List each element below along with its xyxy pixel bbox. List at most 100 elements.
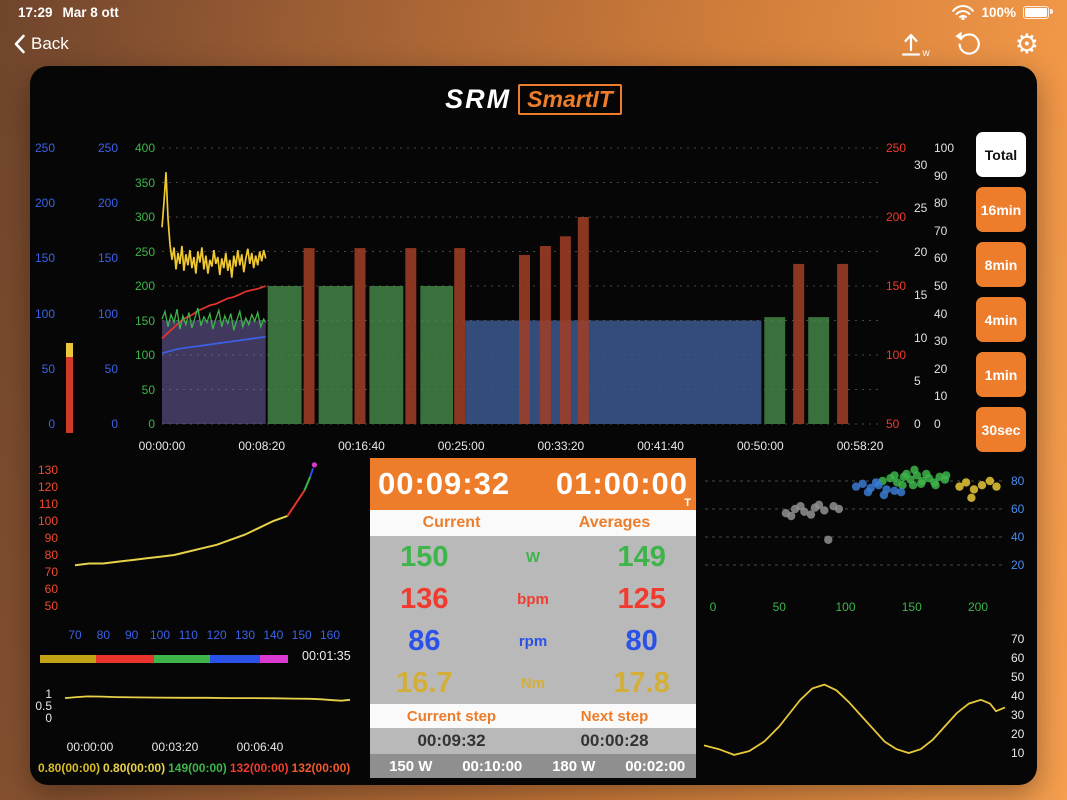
- hr-axis-tick: 100: [37, 514, 58, 528]
- interval-button-1min[interactable]: 1min: [976, 352, 1026, 397]
- workout-x-label: 00:58:20: [836, 439, 884, 453]
- interval-button-30sec[interactable]: 30sec: [976, 407, 1026, 452]
- metric-current-rpm: 86: [408, 624, 441, 657]
- back-chevron-icon: [14, 34, 25, 54]
- status-bar: 17:29 Mar 8 ott 100%: [0, 0, 1067, 24]
- workout-x-label: 00:25:00: [437, 439, 485, 453]
- steps-header: Current step Next step: [370, 704, 696, 728]
- scatter-y-tick: 20: [1011, 558, 1025, 572]
- interval-button-8min[interactable]: 8min: [976, 242, 1026, 287]
- refresh-icon[interactable]: [955, 30, 983, 58]
- ratio-x-label: 00:06:40: [236, 740, 284, 754]
- ratio-axis-tick: 0.5: [35, 699, 52, 713]
- scatter-x-tick: 50: [772, 600, 786, 614]
- wave-y-tick: 60: [1011, 651, 1025, 665]
- app-logo: SRM SmartIT: [30, 84, 1037, 115]
- step-times: 00:09:32 00:00:28: [370, 728, 696, 754]
- main-panel: SRM SmartIT Total 16min 8min 4min 1min 30sec …: [30, 66, 1037, 785]
- axis-tick-power_green: 300: [134, 210, 155, 224]
- hr-axis-tick: 50: [44, 599, 58, 613]
- axis-tick-hr_red: 100: [886, 348, 907, 362]
- hr-axis-tick: 90: [44, 531, 58, 545]
- power-axis-tick: 160: [319, 628, 340, 642]
- axis-tick-power_blue_inner: 0: [111, 417, 118, 431]
- hr-axis-tick: 120: [37, 480, 58, 494]
- axis-tick-hr_red: 200: [886, 210, 907, 224]
- battery-icon: [1023, 5, 1053, 19]
- settings-icon[interactable]: ⚙: [1014, 28, 1039, 60]
- back-button[interactable]: Back: [14, 34, 69, 54]
- axis-tick-hr_red: 150: [886, 279, 907, 293]
- export-icon[interactable]: w: [899, 32, 930, 59]
- export-w-label: w: [922, 47, 930, 59]
- wave-y-tick: 40: [1011, 689, 1025, 703]
- axis-tick-hr_red: 50: [886, 417, 900, 431]
- workout-x-label: 00:50:00: [736, 439, 784, 453]
- footer-stat: 0.80(00:00): [38, 761, 101, 775]
- zone-strip-segment: [260, 655, 288, 663]
- zone-strip-time: 00:01:35: [302, 649, 351, 663]
- axis-tick-percent_white: 50: [934, 279, 948, 293]
- scatter-y-tick: 80: [1011, 474, 1025, 488]
- wave-y-tick: 10: [1011, 746, 1025, 760]
- axis-tick-percent_white: 80: [934, 196, 948, 211]
- gauge-yellow-segment: [66, 343, 73, 357]
- axis-tick-power_green: 400: [134, 141, 155, 155]
- axis-tick-torque_white: 10: [914, 330, 928, 345]
- step-detail: 00:02:00: [625, 757, 686, 775]
- ratio-x-label: 00:00:00: [66, 740, 114, 754]
- ratio-axis-tick: 1: [45, 687, 52, 701]
- zone-strip-segment: [96, 655, 154, 663]
- interval-button-4min[interactable]: 4min: [976, 297, 1026, 342]
- workout-x-label: 00:00:00: [138, 439, 186, 453]
- metric-average-nm: 17.8: [613, 666, 670, 699]
- interval-button-16min[interactable]: 16min: [976, 187, 1026, 232]
- current-step-time: 00:09:32: [417, 731, 486, 750]
- battery-percent: 100%: [981, 4, 1016, 20]
- power-axis-tick: 100: [149, 628, 170, 642]
- current-averages-header: Current Averages: [370, 510, 696, 536]
- metric-unit-bpm: bpm: [517, 590, 549, 608]
- axis-tick-hr_red: 250: [886, 141, 907, 155]
- metric-current-w: 150: [400, 540, 449, 573]
- elapsed-time: 00:09:32: [378, 466, 511, 501]
- scatter-y-tick: 60: [1011, 502, 1025, 516]
- axis-tick-power_blue_outer: 200: [34, 196, 55, 211]
- gauge-red-bar: [66, 357, 73, 433]
- power-axis-tick: 80: [96, 628, 110, 642]
- footer-stat: 0.80(00:00): [103, 761, 166, 775]
- zone-strip-segment: [40, 655, 96, 663]
- wave-chart: [703, 683, 1006, 756]
- metric-current-bpm: 136: [400, 582, 449, 615]
- interval-button-total[interactable]: Total: [976, 132, 1026, 177]
- axis-tick-percent_white: 10: [934, 389, 948, 404]
- axis-tick-torque_white: 0: [914, 417, 921, 431]
- axis-tick-power_blue_inner: 150: [97, 251, 118, 266]
- back-label: Back: [31, 34, 69, 53]
- metric-row-nm: 16.7 Nm 17.8: [370, 662, 696, 704]
- axis-tick-power_blue_inner: 200: [97, 196, 118, 211]
- wave-y-tick: 70: [1011, 632, 1025, 646]
- ratio-chart: [64, 695, 351, 702]
- step-detail: 150 W: [389, 757, 433, 775]
- axis-tick-percent_white: 30: [934, 334, 948, 349]
- scatter-x-tick: 150: [901, 600, 922, 614]
- step-detail: 00:10:00: [462, 757, 523, 775]
- axis-tick-power_blue_outer: 250: [34, 141, 55, 155]
- metric-current-nm: 16.7: [396, 666, 453, 699]
- power-axis-tick: 150: [291, 628, 312, 642]
- axis-tick-torque_white: 15: [914, 287, 928, 302]
- battery-fill: [1025, 7, 1047, 17]
- metric-average-rpm: 80: [625, 624, 658, 657]
- scatter-x-tick: 100: [835, 600, 856, 614]
- hr-axis-tick: 60: [44, 582, 58, 596]
- axis-tick-percent_white: 70: [934, 223, 948, 238]
- wave-y-tick: 20: [1011, 727, 1025, 741]
- workout-x-label: 00:41:40: [637, 439, 684, 453]
- metrics: 150 W 149 136 bpm 125 86 rpm 80 16.7 Nm 17.8: [370, 536, 696, 704]
- power-axis-tick: 130: [234, 628, 255, 642]
- status-right: 100%: [952, 4, 1053, 20]
- workout-x-label: 00:33:20: [537, 439, 585, 453]
- zone-strip: [40, 655, 300, 663]
